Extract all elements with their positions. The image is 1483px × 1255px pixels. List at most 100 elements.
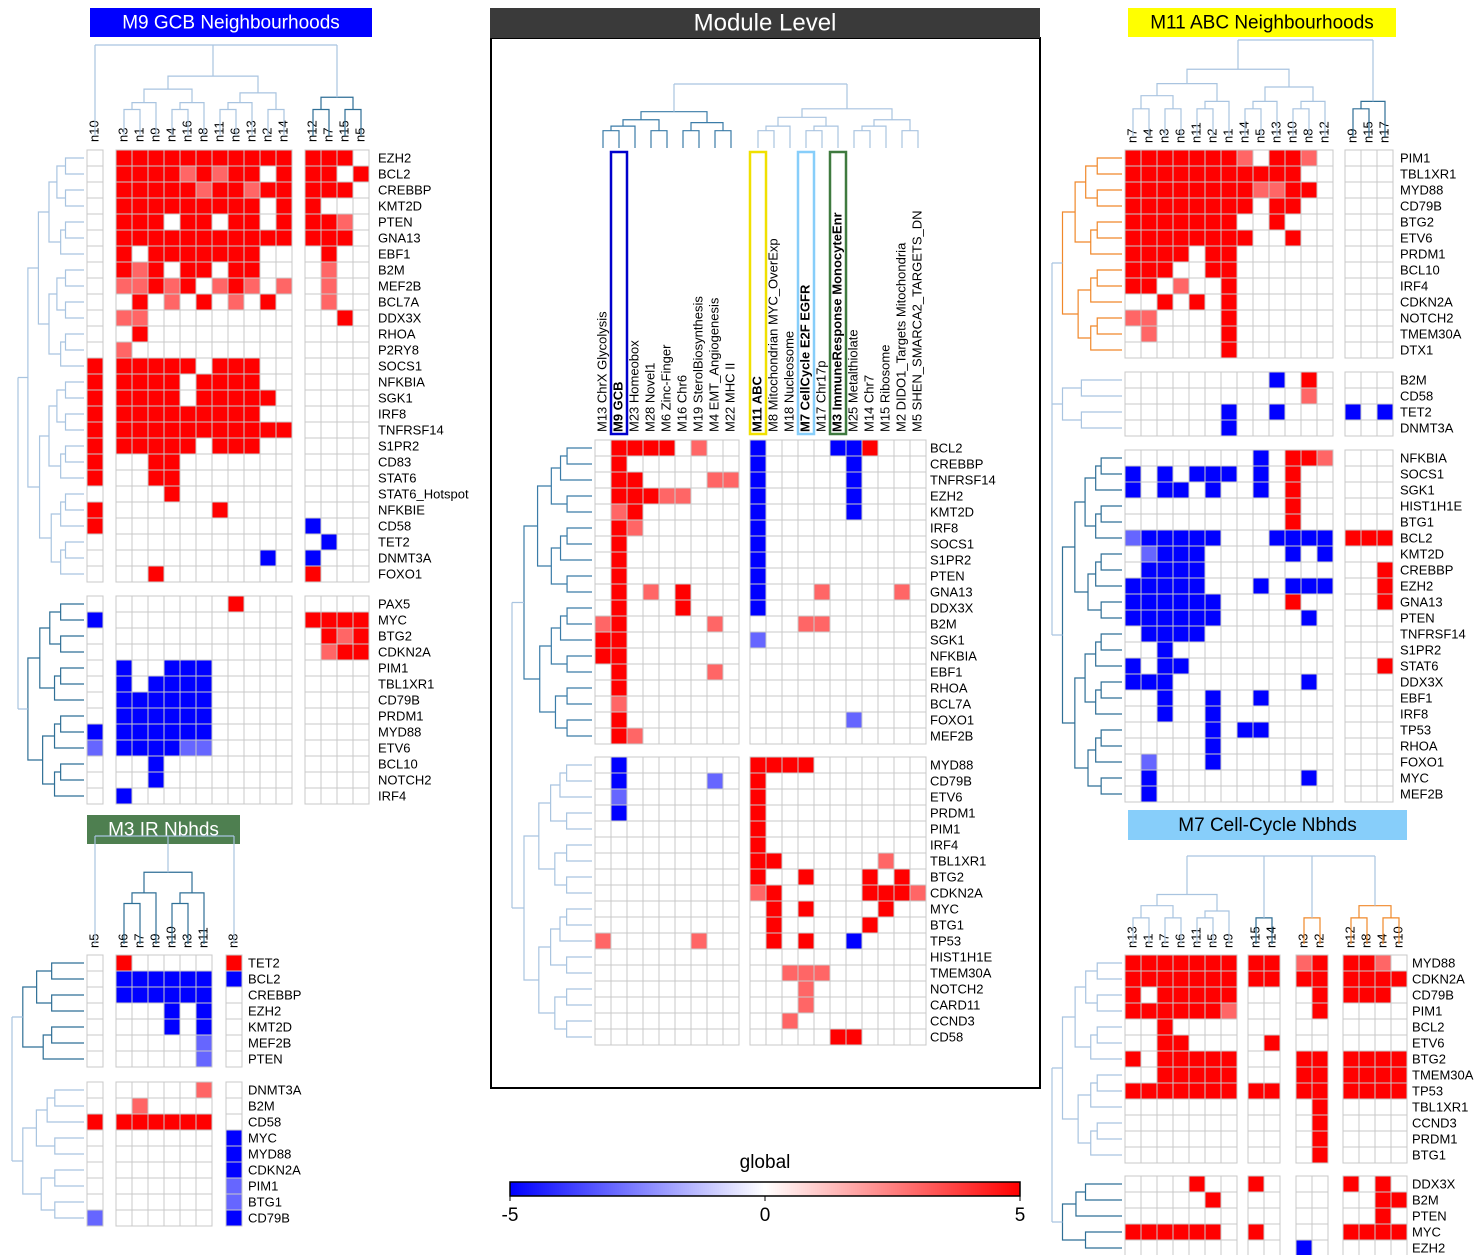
heatmap-cell xyxy=(227,501,245,519)
heatmap-cell xyxy=(1263,954,1281,972)
heatmap-cell xyxy=(1140,449,1158,467)
heatmap-cell xyxy=(1172,721,1190,739)
heatmap-cell xyxy=(86,1193,104,1211)
heatmap-cell xyxy=(722,1012,740,1030)
heatmap-cell xyxy=(1204,721,1222,739)
heatmap-cell xyxy=(211,739,229,757)
heatmap-cell xyxy=(227,405,245,423)
heatmap-cell xyxy=(829,948,847,966)
heatmap-cell xyxy=(861,836,879,854)
heatmap-cell xyxy=(1124,403,1142,421)
heatmap-cell xyxy=(658,772,676,790)
heatmap-cell xyxy=(722,788,740,806)
heatmap-cell xyxy=(765,772,783,790)
heatmap-cell xyxy=(1172,1034,1190,1052)
heatmap-cell xyxy=(781,727,799,745)
heatmap-cell xyxy=(861,756,879,774)
heatmap-cell xyxy=(352,723,370,741)
column-label: n8 xyxy=(225,934,240,948)
heatmap-cell xyxy=(115,469,133,487)
heatmap-cell xyxy=(179,421,197,439)
column-label: M23 Homeobox xyxy=(626,340,641,432)
heatmap-cell xyxy=(909,772,927,790)
heatmap-cell xyxy=(594,804,612,822)
heatmap-cell xyxy=(1268,419,1286,437)
heatmap-cell xyxy=(227,627,245,645)
heatmap-cell xyxy=(320,643,338,661)
heatmap-cell xyxy=(1300,513,1318,531)
heatmap-cell xyxy=(352,659,370,677)
heatmap-cell xyxy=(610,711,628,729)
heatmap-cell xyxy=(1284,689,1302,707)
heatmap-cell xyxy=(275,643,293,661)
heatmap-cell xyxy=(320,293,338,311)
heatmap-cell xyxy=(861,583,879,601)
heatmap-cell xyxy=(352,771,370,789)
heatmap-cell xyxy=(147,1177,165,1195)
heatmap-cell xyxy=(861,615,879,633)
heatmap-cell xyxy=(336,213,354,231)
heatmap-cell xyxy=(1220,1098,1238,1116)
heatmap-cell xyxy=(336,501,354,519)
heatmap-cell xyxy=(690,900,708,918)
dendrogram-branch xyxy=(550,467,568,505)
column-label: n5 xyxy=(1252,129,1267,143)
heatmap-cell xyxy=(909,519,927,537)
heatmap-cell xyxy=(1252,561,1270,579)
heatmap-cell xyxy=(1268,753,1286,771)
heatmap-cell xyxy=(179,357,197,375)
heatmap-cell xyxy=(1156,1050,1174,1068)
heatmap-cell xyxy=(336,293,354,311)
heatmap-cell xyxy=(829,820,847,838)
heatmap-cell xyxy=(893,679,911,697)
heatmap-cell xyxy=(304,501,322,519)
heatmap-cell xyxy=(1344,609,1362,627)
heatmap-cell xyxy=(304,293,322,311)
heatmap-cell xyxy=(1156,1175,1174,1193)
heatmap-cell xyxy=(594,663,612,681)
heatmap-cell xyxy=(211,533,229,551)
dendrogram-branch xyxy=(1090,325,1122,351)
heatmap-cell xyxy=(1220,403,1238,421)
heatmap-cell xyxy=(690,503,708,521)
heatmap-cell xyxy=(1172,529,1190,547)
heatmap-cell xyxy=(211,149,229,167)
column-label: M25 Metalthiolate xyxy=(845,329,860,432)
heatmap-cell xyxy=(1268,689,1286,707)
heatmap-cell xyxy=(1188,593,1206,611)
heatmap-cell xyxy=(147,389,165,407)
heatmap-cell xyxy=(674,868,692,886)
heatmap-cell xyxy=(1376,293,1394,311)
heatmap-cell xyxy=(1284,229,1302,247)
heatmap-cell xyxy=(275,659,293,677)
heatmap-cell xyxy=(1140,657,1158,675)
heatmap-cell xyxy=(115,213,133,231)
heatmap-cell xyxy=(163,277,181,295)
dendrogram-branch xyxy=(64,221,84,239)
heatmap-cell xyxy=(336,277,354,295)
heatmap-cell xyxy=(304,707,322,725)
heatmap-cell xyxy=(829,599,847,617)
heatmap-cell xyxy=(1311,1034,1329,1052)
heatmap-cell xyxy=(1124,1066,1142,1084)
heatmap-cell xyxy=(115,707,133,725)
heatmap-cell xyxy=(243,309,261,327)
heatmap-cell xyxy=(1140,609,1158,627)
dendrogram-branch xyxy=(1061,546,1075,724)
heatmap-cell xyxy=(1124,705,1142,723)
heatmap-cell xyxy=(115,421,133,439)
heatmap-cell xyxy=(1156,721,1174,739)
heatmap-cell xyxy=(211,373,229,391)
dendrogram-branch xyxy=(566,844,592,862)
heatmap-cell xyxy=(1295,1223,1313,1241)
heatmap-cell xyxy=(243,501,261,519)
heatmap-cell xyxy=(211,771,229,789)
heatmap-cell xyxy=(259,707,277,725)
heatmap-cell xyxy=(1124,197,1142,215)
heatmap-cell xyxy=(722,727,740,745)
heatmap-cell xyxy=(131,675,149,693)
heatmap-cell xyxy=(243,739,261,757)
dendrogram-branch xyxy=(1100,777,1122,795)
heatmap-cell xyxy=(797,932,815,950)
heatmap-cell xyxy=(147,501,165,519)
